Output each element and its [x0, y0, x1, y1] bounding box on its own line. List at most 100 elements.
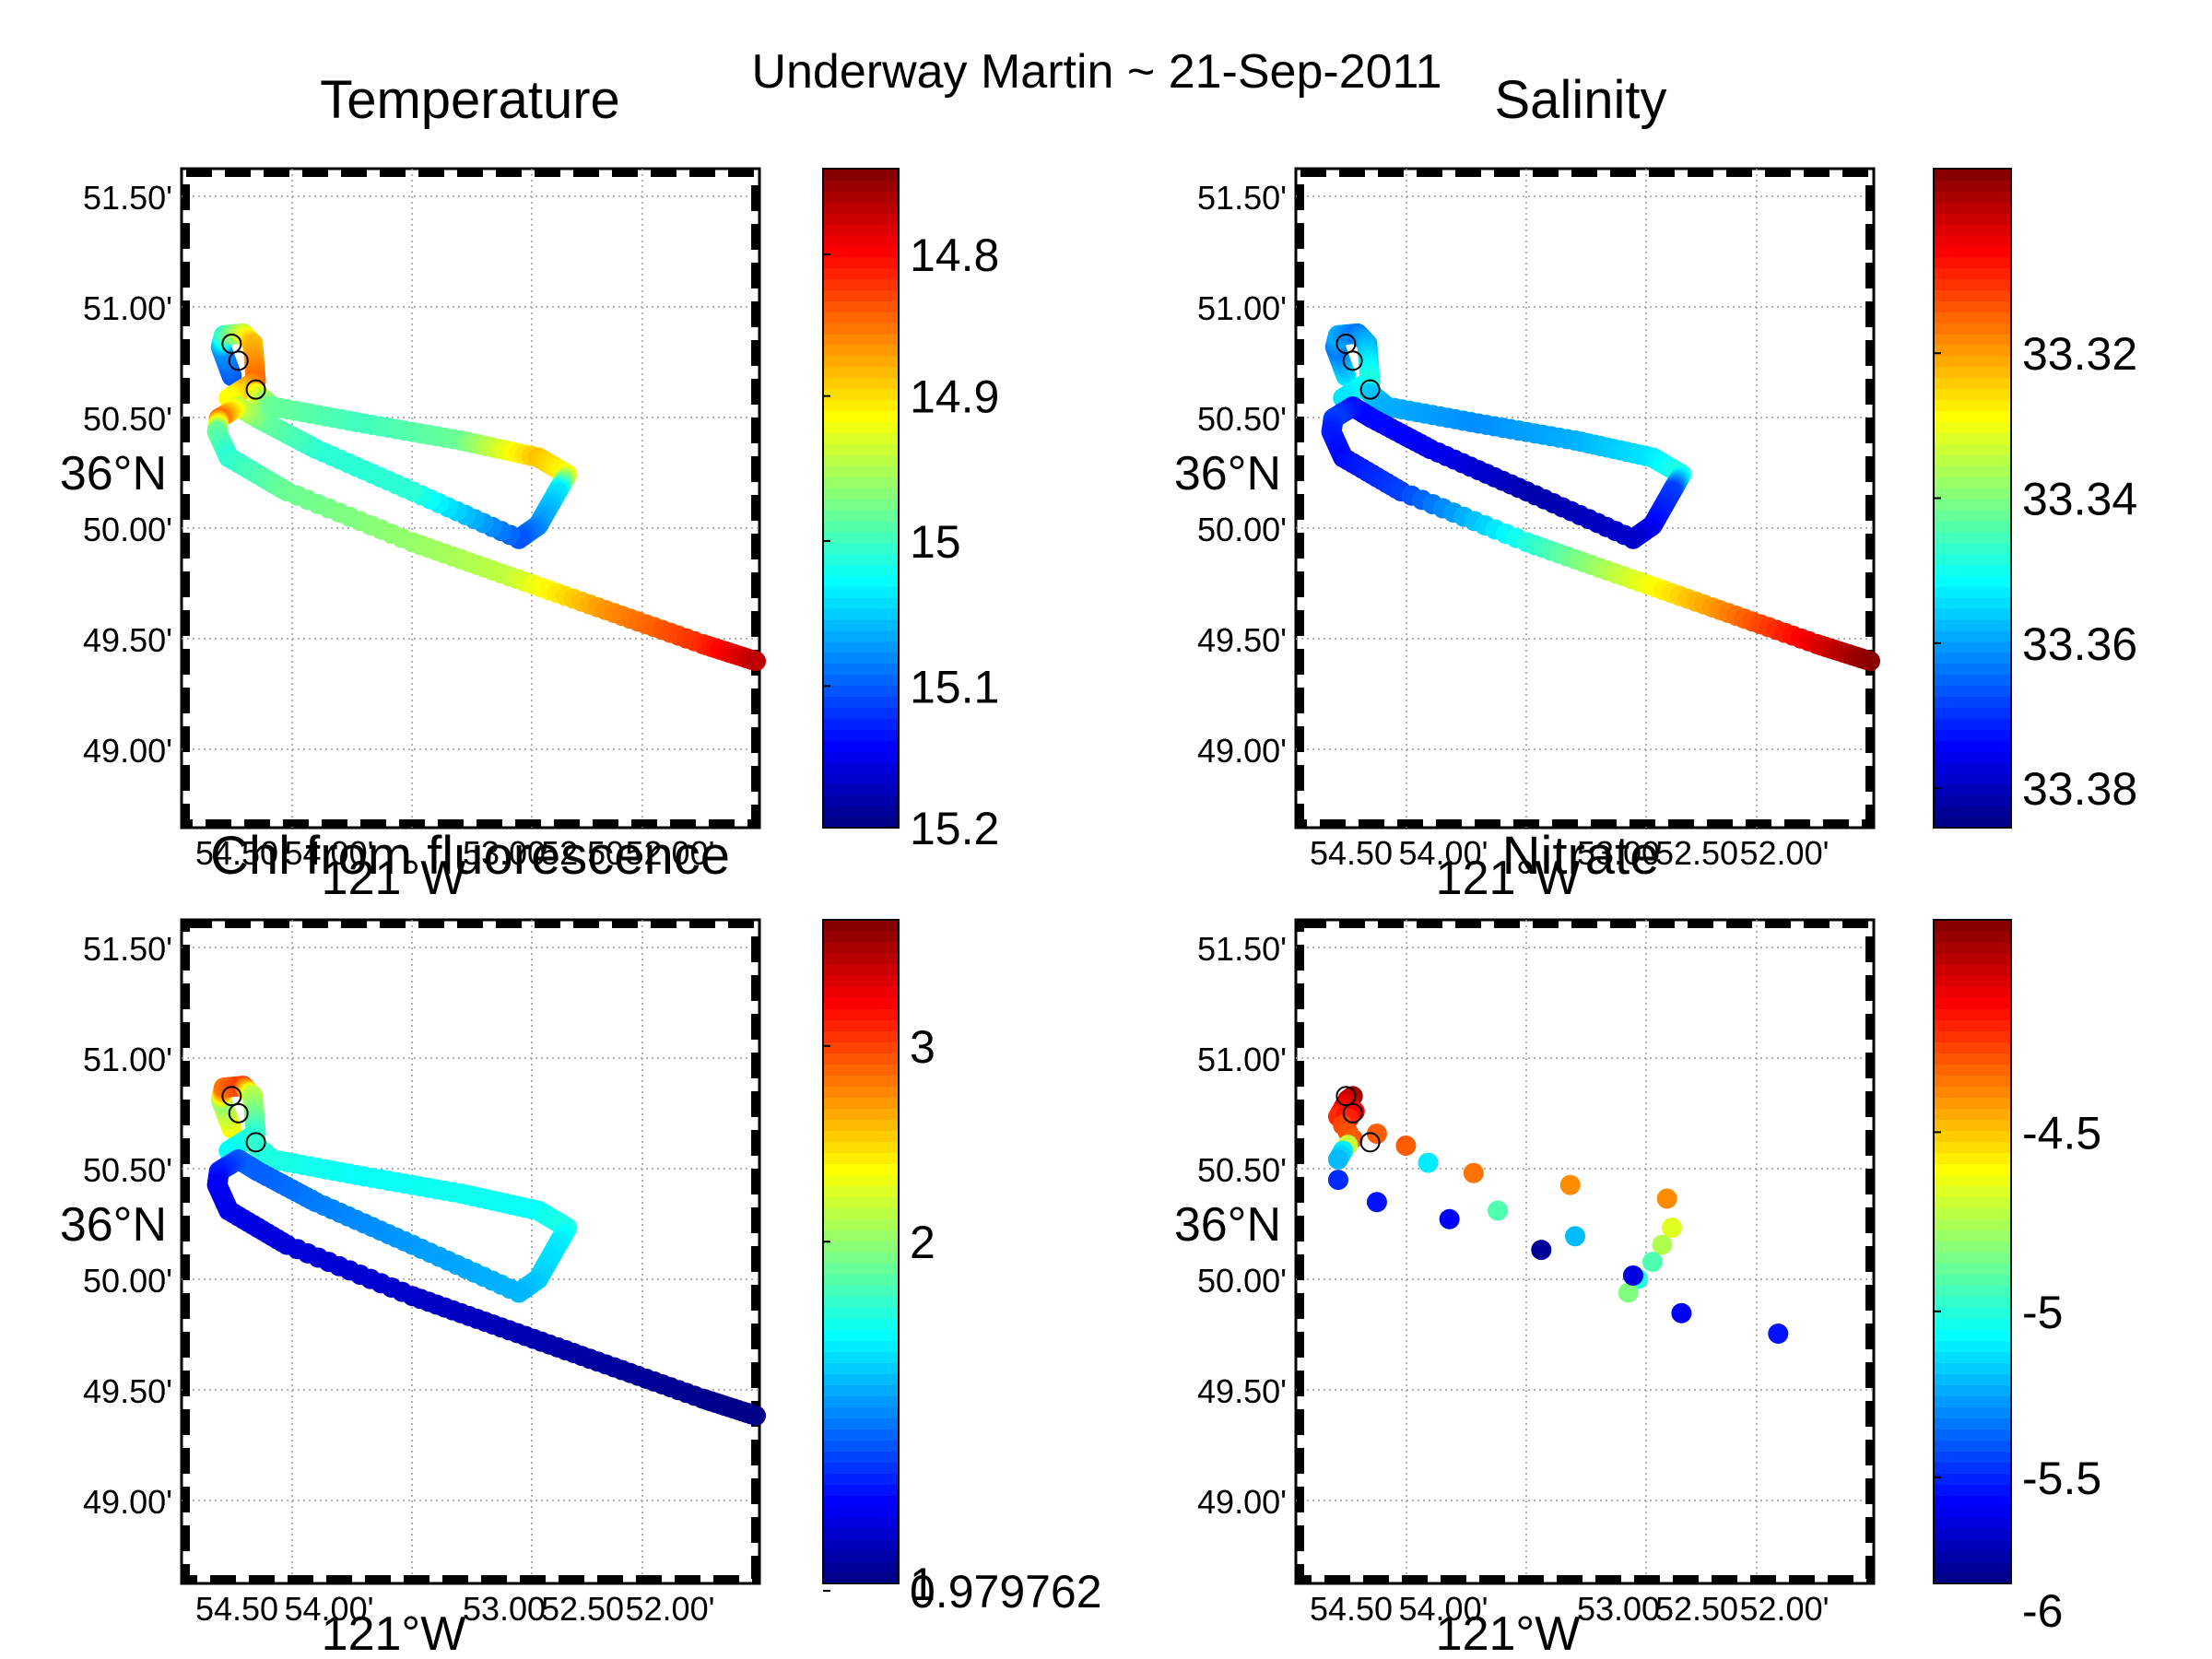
lon-tick-label: 54.00' [1399, 1590, 1488, 1628]
colorbar-segment [1934, 739, 2011, 752]
colorbar-segment [823, 377, 899, 390]
data-point [1641, 1252, 1663, 1273]
colorbar-segment [823, 1484, 899, 1496]
colorbar-tick-label: 15.2 [910, 803, 999, 854]
colorbar-segment [1934, 223, 2011, 236]
data-point [1671, 1302, 1692, 1324]
colorbar-segment [1934, 1351, 2011, 1363]
colorbar-segment [823, 1462, 899, 1474]
colorbar-segment [1934, 421, 2011, 433]
station-marker [1359, 379, 1381, 400]
lon-tick-label: 54.00' [285, 834, 374, 872]
colorbar-segment [1934, 245, 2011, 258]
colorbar-tick-label: 3 [910, 1021, 935, 1073]
colorbar-segment [1934, 300, 2011, 312]
colorbar-segment [1934, 410, 2011, 423]
colorbar-segment [823, 1528, 899, 1540]
colorbar-tick-label: -4.5 [2022, 1107, 2101, 1159]
data-point [1860, 651, 1880, 672]
colorbar-segment [823, 1572, 899, 1584]
colorbar-segment [1934, 585, 2011, 598]
lat-tick-label: 51.50' [83, 930, 172, 968]
colorbar-segment [1934, 553, 2011, 565]
lat-degree-label: 36°N [60, 447, 167, 500]
colorbar-segment [823, 333, 899, 346]
colorbar-segment [823, 1152, 899, 1164]
colorbar-segment [823, 618, 899, 631]
colorbar-segment [823, 1130, 899, 1142]
data-point [1439, 1208, 1460, 1230]
data-point [1327, 1148, 1348, 1170]
panel-title: Salinity [1495, 70, 1667, 130]
colorbar-segment [823, 1086, 899, 1098]
colorbar-segment [1934, 399, 2011, 412]
lon-tick-label: 52.50 [1655, 1590, 1738, 1628]
colorbar-segment [1934, 964, 2011, 976]
colorbar-segment [1934, 1318, 2011, 1330]
colorbar-segment [823, 1329, 899, 1341]
lat-tick-label: 49.50' [1197, 1372, 1287, 1410]
lat-tick-label: 51.50' [1197, 930, 1287, 968]
colorbar-segment [823, 1108, 899, 1120]
colorbar-segment [1934, 975, 2011, 987]
data-point [1418, 1152, 1439, 1173]
lon-tick-label: 54.50 [195, 1590, 278, 1628]
colorbar-segment [823, 1351, 899, 1363]
colorbar-segment [1934, 169, 2011, 181]
colorbar-segment [1934, 1274, 2011, 1286]
colorbar-segment [1934, 1053, 2011, 1065]
colorbar-segment [1934, 1517, 2011, 1529]
colorbar-segment [1934, 1362, 2011, 1374]
colorbar-segment [1934, 1263, 2011, 1275]
colorbar-segment [823, 728, 899, 741]
colorbar-segment [823, 322, 899, 335]
colorbar-segment [1934, 629, 2011, 642]
colorbar-segment [1934, 1561, 2011, 1573]
lon-tick-label: 52.00' [1740, 1590, 1830, 1628]
colorbar-segment [823, 442, 899, 455]
colorbar-segment [1934, 498, 2011, 511]
colorbar-segment [823, 1395, 899, 1407]
colorbar-segment [823, 498, 899, 511]
colorbar-segment [823, 739, 899, 752]
colorbar-segment [823, 806, 899, 818]
colorbar-segment [823, 717, 899, 730]
colorbar-tick-label: 1 [910, 1559, 935, 1610]
colorbar-segment [1934, 432, 2011, 444]
data-point [1366, 1124, 1387, 1145]
colorbar-tick-label: 0.979762 [910, 1566, 1102, 1618]
lon-tick-label: 52.00' [1740, 834, 1830, 872]
lat-tick-label: 50.50' [1197, 1151, 1287, 1189]
colorbar-segment [823, 986, 899, 998]
data-point [746, 1406, 766, 1426]
data-point [746, 651, 766, 672]
colorbar-segment [823, 1064, 899, 1076]
colorbar-segment [1934, 1086, 2011, 1098]
colorbar-segment [1934, 663, 2011, 676]
colorbar-segment [1934, 1572, 2011, 1584]
colorbar-segment [1934, 311, 2011, 324]
colorbar-segment [823, 1041, 899, 1053]
lat-degree-label: 36°N [1174, 1198, 1281, 1252]
colorbar-segment [823, 1274, 899, 1286]
colorbar-tick-label: 33.34 [2022, 474, 2137, 525]
panel-3: Chl from fluorescence 51.50' 51.00' 50.50' 5… [60, 826, 1102, 1659]
colorbar-tick-label: -5.5 [2022, 1453, 2101, 1504]
colorbar-segment [1934, 234, 2011, 247]
colorbar-segment [823, 1362, 899, 1374]
colorbar-segment [823, 1495, 899, 1507]
colorbar-segment [823, 1373, 899, 1385]
colorbar-segment [1934, 388, 2011, 401]
colorbar-segment [1934, 1528, 2011, 1540]
colorbar-segment [823, 421, 899, 433]
colorbar-segment [1934, 931, 2011, 943]
data-point [1395, 1135, 1417, 1157]
colorbar-segment [823, 997, 899, 1009]
colorbar-segment [1934, 377, 2011, 390]
colorbar-segment [823, 1384, 899, 1396]
colorbar-segment [1934, 1119, 2011, 1131]
colorbar-segment [1934, 278, 2011, 291]
colorbar-segment [1934, 1484, 2011, 1496]
colorbar-segment [823, 685, 899, 697]
station-marker [245, 379, 266, 400]
